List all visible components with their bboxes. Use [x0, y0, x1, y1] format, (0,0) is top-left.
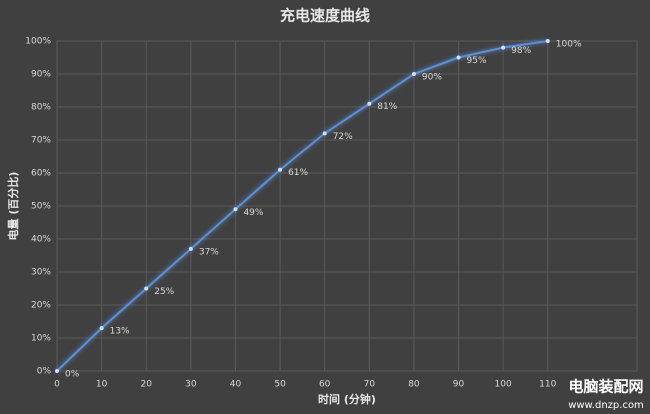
- x-tick-label: 110: [539, 380, 556, 390]
- y-tick-label: 20%: [31, 301, 51, 311]
- y-tick-label: 70%: [31, 136, 51, 146]
- line: [56, 40, 548, 372]
- y-tick-label: 0%: [37, 367, 52, 377]
- point: [99, 326, 104, 331]
- data-label: 72%: [333, 132, 353, 142]
- watermark-url: www.dnzp.com: [568, 400, 644, 411]
- x-axis-label: 时间 (分钟): [318, 392, 376, 406]
- data-label: 90%: [422, 73, 442, 83]
- point: [411, 72, 416, 76]
- y-tick-label: 60%: [31, 169, 51, 179]
- x-tick-label: 30: [185, 380, 197, 390]
- data-label: 95%: [467, 56, 487, 66]
- point: [456, 55, 461, 60]
- point: [278, 167, 283, 172]
- x-tick-label: 0: [54, 380, 60, 390]
- data-label: 49%: [243, 208, 263, 218]
- x-tick-label: 10: [96, 380, 108, 390]
- point: [188, 246, 193, 251]
- data-label: 37%: [199, 247, 219, 257]
- y-tick-label: 80%: [31, 103, 51, 113]
- y-tick-label: 10%: [31, 334, 51, 344]
- point: [501, 45, 506, 50]
- point: [545, 39, 550, 43]
- data-label: 81%: [377, 102, 397, 112]
- point: [144, 286, 149, 291]
- y-tick-label: 30%: [31, 268, 51, 278]
- y-axis-label: 电量 (百分比): [6, 172, 20, 241]
- data-label: 100%: [556, 40, 582, 50]
- x-tick-label: 70: [364, 380, 376, 390]
- y-tick-label: 90%: [31, 70, 51, 80]
- x-tick-label: 90: [453, 380, 465, 390]
- x-tick-label: 100: [495, 380, 512, 390]
- point: [322, 131, 327, 136]
- data-label: 25%: [154, 287, 174, 297]
- y-tick-label: 100%: [25, 37, 51, 47]
- data-label: 61%: [288, 168, 308, 178]
- watermark-name: 电脑装配网: [568, 378, 643, 396]
- data-label: 13%: [110, 327, 130, 337]
- data-label: 98%: [511, 46, 531, 56]
- x-tick-label: 80: [408, 380, 420, 390]
- y-tick-label: 40%: [31, 235, 51, 245]
- x-tick-label: 20: [141, 380, 153, 390]
- point: [233, 207, 238, 212]
- x-tick-label: 60: [319, 380, 331, 390]
- x-tick-label: 50: [274, 380, 286, 390]
- y-tick-label: 50%: [31, 202, 51, 212]
- x-tick-label: 40: [230, 380, 242, 390]
- data-label: 0%: [65, 370, 80, 380]
- chart-title: 充电速度曲线: [280, 7, 370, 25]
- point: [55, 369, 59, 373]
- point: [367, 101, 372, 106]
